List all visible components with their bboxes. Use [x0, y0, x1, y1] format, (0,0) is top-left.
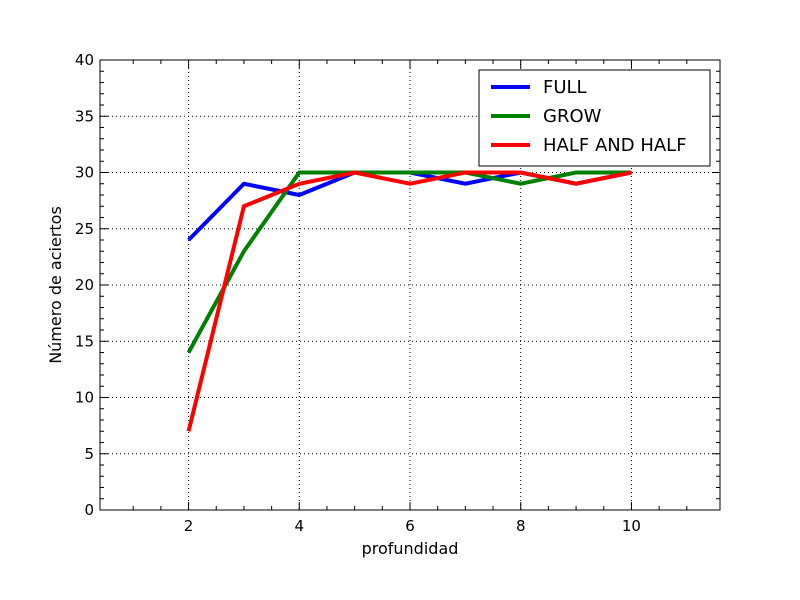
legend-label-grow: GROW [543, 106, 602, 127]
x-tick-label: 4 [295, 517, 305, 535]
y-tick-label: 40 [75, 51, 94, 69]
y-tick-label: 35 [75, 107, 94, 125]
y-tick-label: 0 [84, 501, 94, 519]
x-tick-label: 6 [405, 517, 415, 535]
x-tick-label: 10 [622, 517, 641, 535]
y-tick-label: 15 [75, 332, 94, 350]
legend-label-half-and-half: HALF AND HALF [543, 135, 687, 156]
y-tick-label: 20 [75, 276, 94, 294]
y-tick-label: 30 [75, 164, 94, 182]
series-line-half-and-half [186, 170, 632, 432]
x-axis-label: profundidad [362, 539, 459, 558]
axis-ticks [100, 59, 720, 511]
tick-labels: 2 4 6 8 10 0 5 10 15 20 25 30 35 40 [75, 51, 641, 535]
x-tick-label: 2 [184, 517, 194, 535]
y-axis-label: Número de aciertos [46, 206, 65, 364]
y-tick-label: 5 [84, 445, 94, 463]
y-tick-label: 10 [75, 389, 94, 407]
legend-label-full: FULL [543, 77, 587, 98]
y-tick-label: 25 [75, 220, 94, 238]
legend: FULL GROW HALF AND HALF [478, 69, 711, 167]
series-lines [186, 170, 632, 432]
series-line-grow [186, 170, 632, 354]
x-tick-label: 8 [516, 517, 526, 535]
